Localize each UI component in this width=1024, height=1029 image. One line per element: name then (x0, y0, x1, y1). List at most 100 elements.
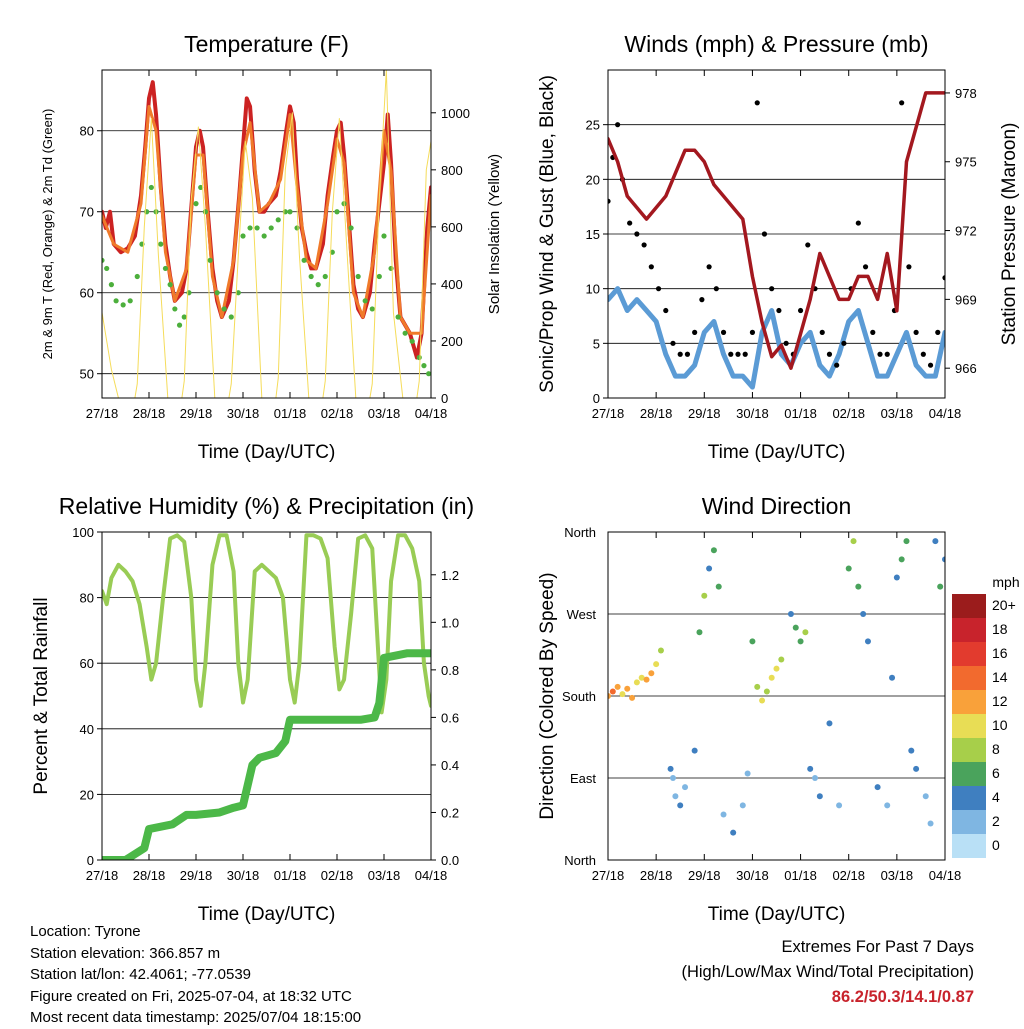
dewpoint_2m-point (261, 233, 267, 239)
gust-point (627, 220, 633, 226)
dewpoint_2m-point (334, 209, 340, 215)
x-axis-label: Time (Day/UTC) (708, 442, 846, 463)
dewpoint_2m-point (426, 371, 431, 377)
y-tick-label: West (567, 607, 597, 622)
direction-point (744, 770, 751, 777)
direction-point (657, 647, 664, 654)
dewpoint_2m-point (167, 282, 173, 288)
wind-line (608, 286, 945, 390)
dewpoint_2m-point (127, 298, 133, 304)
gust-point (899, 100, 905, 106)
colorbar-swatch (952, 618, 986, 642)
x-axis-label: Time (Day/UTC) (198, 904, 336, 925)
y-right-tick-label: 0.4 (441, 758, 459, 773)
y-tick-label: 15 (586, 227, 600, 242)
colorbar-swatch (952, 642, 986, 666)
series-group (608, 538, 945, 836)
plot-frame (101, 69, 432, 399)
dewpoint_2m-point (362, 298, 368, 304)
y-tick-label: 0 (87, 853, 94, 868)
dewpoint_2m-point (294, 225, 300, 231)
y-right-tick-label: 600 (441, 220, 463, 235)
dewpoint_2m-point (202, 209, 208, 215)
dewpoint_2m-point (247, 225, 253, 231)
extremes-values: 86.2/50.3/14.1/0.87 (831, 988, 974, 1006)
direction-point (778, 656, 785, 663)
y-right-tick-label: 972 (955, 224, 977, 239)
chart-title: Wind Direction (702, 493, 852, 519)
y-right-tick-label: 975 (955, 155, 977, 170)
dewpoint_2m-point (421, 363, 427, 369)
y-right-tick-label: 1.0 (441, 615, 459, 630)
direction-point (691, 747, 698, 754)
plot-frame (101, 531, 432, 861)
y-right-tick-label: 0.8 (441, 663, 459, 678)
gust-point (677, 351, 683, 357)
direction-point (653, 661, 660, 668)
direction-point (826, 720, 833, 727)
y-tick-label: 60 (80, 286, 94, 301)
y-tick-label: 100 (72, 525, 94, 540)
colorbar-swatch (952, 738, 986, 762)
gust-point (834, 362, 840, 368)
direction-point (942, 556, 945, 563)
colorbar-label: 0 (992, 837, 1000, 853)
dewpoint_2m-point (381, 233, 387, 239)
x-axis-label: Time (Day/UTC) (708, 904, 846, 925)
dewpoint_2m-point (268, 225, 274, 231)
y-tick-label: 40 (80, 722, 94, 737)
gust-point (855, 220, 861, 226)
precip-line (102, 649, 431, 860)
x-tick-label: 30/18 (736, 406, 769, 421)
dewpoint_2m-point (355, 273, 361, 280)
direction-point (739, 802, 746, 809)
x-tick-label: 01/18 (274, 406, 307, 421)
dewpoint_2m-point (162, 265, 169, 272)
direction-point (638, 674, 645, 681)
gust-point (877, 351, 883, 357)
gust-point (769, 286, 775, 292)
chart-panel-3 (97, 531, 436, 861)
direction-point (648, 670, 655, 677)
dewpoint_2m-point (193, 201, 199, 207)
direction-point (845, 565, 852, 572)
gust-point (670, 340, 676, 346)
dewpoint_2m-point (113, 298, 119, 304)
dewpoint_2m-point (254, 225, 260, 231)
x-tick-label: 30/18 (736, 868, 769, 883)
colorbar-title: mph (992, 574, 1019, 590)
latlon-text: Station lat/lon: 42.4061; -77.0539 (30, 966, 252, 983)
colorbar-label: 18 (992, 621, 1008, 637)
gust-point (663, 307, 669, 314)
dewpoint_2m-point (158, 241, 164, 247)
direction-point (855, 583, 862, 590)
direction-point (884, 802, 891, 809)
direction-point (812, 775, 819, 781)
y-axis-label: Sonic/Prop Wind & Gust (Blue, Black) (537, 75, 558, 393)
gust-point (634, 231, 640, 237)
direction-point (608, 693, 611, 699)
dewpoint_2m-point (416, 354, 422, 361)
gust-point (927, 362, 934, 368)
x-axis-label: Time (Day/UTC) (198, 442, 336, 463)
dewpoint_2m-point (388, 265, 394, 272)
gust-point (713, 286, 719, 292)
dewpoint_2m-point (275, 217, 281, 223)
direction-point (937, 583, 944, 590)
direction-point (754, 683, 761, 690)
x-tick-label: 04/18 (415, 406, 448, 421)
chart-title: Relative Humidity (%) & Precipitation (i… (59, 493, 474, 519)
x-tick-label: 03/18 (881, 406, 914, 421)
dewpoint_2m-point (308, 273, 314, 280)
x-tick-label: 03/18 (368, 868, 401, 883)
gust-point (826, 351, 833, 357)
gust-point (684, 351, 691, 357)
direction-point (643, 676, 650, 683)
x-tick-label: 30/18 (227, 406, 260, 421)
y-right-tick-label: 1.2 (441, 568, 459, 583)
x-tick-label: 30/18 (227, 868, 260, 883)
gust-point (754, 100, 760, 106)
y-tick-label: 10 (586, 282, 600, 297)
y-tick-label: 20 (80, 787, 94, 802)
y-tick-label: 0 (593, 391, 600, 406)
